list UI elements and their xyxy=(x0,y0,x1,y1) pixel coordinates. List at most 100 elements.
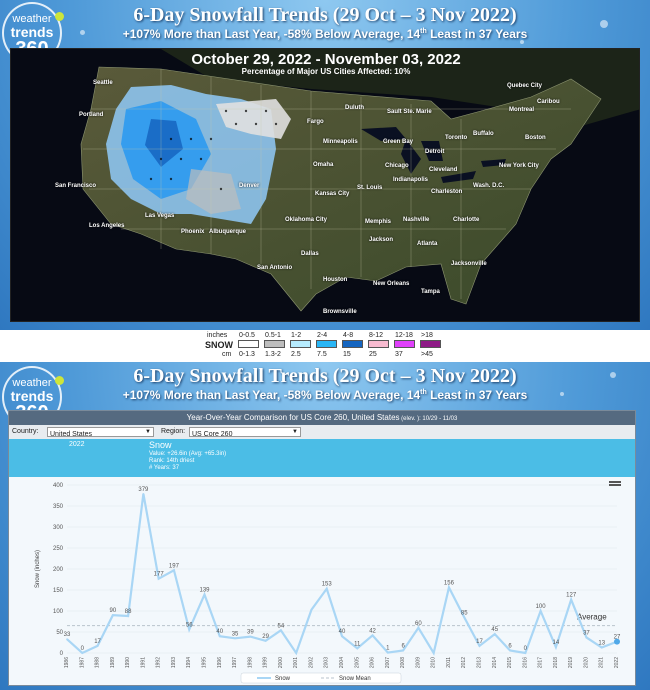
city-label: Sault Ste. Marie xyxy=(387,109,432,115)
y-tick-label: 200 xyxy=(53,567,64,573)
data-label: 88 xyxy=(125,609,132,615)
y-tick-label: 350 xyxy=(53,504,64,510)
info-value: Value: +26.6in (Avg: +65.3in) xyxy=(149,451,227,457)
y-tick-label: 50 xyxy=(56,630,63,636)
legend-inches-value: 12-18 xyxy=(395,332,413,339)
data-point xyxy=(310,608,313,611)
data-point xyxy=(478,645,481,647)
city-label: Oklahoma City xyxy=(285,217,328,223)
y-axis-label: Snow (inches) xyxy=(35,550,41,588)
city-label: San Francisco xyxy=(55,183,97,189)
city-label: San Antonio xyxy=(257,265,293,271)
city-label: New Orleans xyxy=(373,281,410,287)
city-label: Fargo xyxy=(307,119,324,125)
city-label: Duluth xyxy=(345,105,364,111)
data-label: 27 xyxy=(614,635,621,641)
data-label: 85 xyxy=(461,610,468,616)
legend-cm-value: 7.5 xyxy=(317,351,327,358)
x-tick-label: 2013 xyxy=(477,657,483,668)
data-label: 379 xyxy=(138,487,149,493)
y-tick-label: 400 xyxy=(53,483,64,489)
snow-line-chart: 0 50 100 150 200 250 300 350 400 Snow (inches) Ave… xyxy=(9,477,635,685)
data-label: 40 xyxy=(339,629,346,635)
x-tick-label: 2018 xyxy=(553,657,559,668)
x-tick-label: 2000 xyxy=(278,657,284,668)
legend-snow-text: Snow xyxy=(275,676,291,682)
legend-cm-label: cm xyxy=(222,351,232,358)
data-label: 197 xyxy=(169,563,180,569)
data-point xyxy=(234,637,236,640)
x-tick-label: 1995 xyxy=(202,657,208,668)
city-label: Nashville xyxy=(403,217,430,223)
current-year-point xyxy=(614,638,620,645)
legend-color-swatch xyxy=(342,340,363,348)
city-label: Atlanta xyxy=(417,241,438,247)
data-point xyxy=(96,645,99,647)
chart-page-subtitle: +107% More than Last Year, -58% Below Av… xyxy=(122,388,528,402)
data-label: 100 xyxy=(536,604,547,610)
city-label: Toronto xyxy=(445,135,468,141)
data-label: 11 xyxy=(354,641,361,647)
y-tick-label: 0 xyxy=(60,651,64,657)
x-tick-label: 2005 xyxy=(354,657,360,668)
data-point xyxy=(493,633,496,635)
data-point xyxy=(509,649,511,652)
x-tick-label: 2014 xyxy=(492,657,498,668)
data-label: 40 xyxy=(216,629,223,635)
data-point xyxy=(218,635,221,637)
app-title-bar: Year-Over-Year Comparison for US Core 26… xyxy=(9,411,635,425)
city-label: Minneapolis xyxy=(323,139,358,145)
data-point xyxy=(402,649,404,652)
info-series-name: Snow xyxy=(149,440,172,450)
data-point xyxy=(448,586,450,589)
legend-snow-label: SNOW xyxy=(205,340,233,350)
region-select[interactable]: US Core 260 ▼ xyxy=(189,427,301,438)
x-tick-label: 2008 xyxy=(400,657,406,668)
legend-inches-value: 2-4 xyxy=(317,332,328,339)
data-point xyxy=(249,635,252,638)
country-select[interactable]: United States ▼ xyxy=(47,427,154,438)
legend-cm-value: 2.5 xyxy=(291,351,301,358)
data-label: 177 xyxy=(154,572,165,578)
city-label: Dallas xyxy=(301,251,319,257)
city-label: Phoenix xyxy=(181,229,205,235)
legend-color-swatch xyxy=(290,340,311,348)
legend-color-swatch xyxy=(420,340,441,348)
data-point xyxy=(555,646,557,648)
data-point xyxy=(371,634,374,637)
city-label: Kansas City xyxy=(315,191,350,197)
x-tick-label: 2015 xyxy=(507,657,513,668)
data-point xyxy=(570,598,572,601)
x-tick-label: 1989 xyxy=(110,657,116,668)
x-tick-label: 1998 xyxy=(247,657,253,668)
x-tick-label: 2012 xyxy=(461,657,467,668)
x-tick-label: 1986 xyxy=(64,657,70,668)
legend-inches-value: 0.5-1 xyxy=(265,332,281,339)
data-label: 45 xyxy=(491,627,498,633)
legend-inches-value: 8-12 xyxy=(369,332,384,339)
map-subtitle: Percentage of Major US Cities Affected: … xyxy=(241,67,411,76)
city-label: Green Bay xyxy=(383,139,414,145)
legend-cm-value: >45 xyxy=(421,351,433,358)
legend-cm-value: 15 xyxy=(343,351,351,358)
x-tick-label: 2020 xyxy=(583,657,589,668)
data-point xyxy=(157,577,160,580)
x-tick-label: 1990 xyxy=(125,657,131,668)
y-tick-label: 250 xyxy=(53,546,64,552)
legend-color-swatch xyxy=(316,340,337,348)
data-point xyxy=(81,652,84,654)
legend-cm-value: 37 xyxy=(395,351,403,358)
data-point xyxy=(112,614,114,616)
map-panel: weather trends 360 6-Day Snowfall Trends… xyxy=(0,0,650,330)
chart-menu-icon[interactable] xyxy=(609,481,621,486)
city-label: Cleveland xyxy=(429,167,458,173)
legend-cm-value: 1.3-2 xyxy=(265,351,281,358)
legend-mean-text: Snow Mean xyxy=(339,676,371,682)
info-year: 2022 xyxy=(69,441,85,448)
x-tick-label: 2002 xyxy=(308,657,314,668)
logo-ball-icon xyxy=(55,376,64,385)
city-label: Seattle xyxy=(93,80,113,86)
city-label: Chicago xyxy=(385,163,409,169)
legend-color-swatch xyxy=(264,340,285,348)
snowflake xyxy=(560,392,564,396)
